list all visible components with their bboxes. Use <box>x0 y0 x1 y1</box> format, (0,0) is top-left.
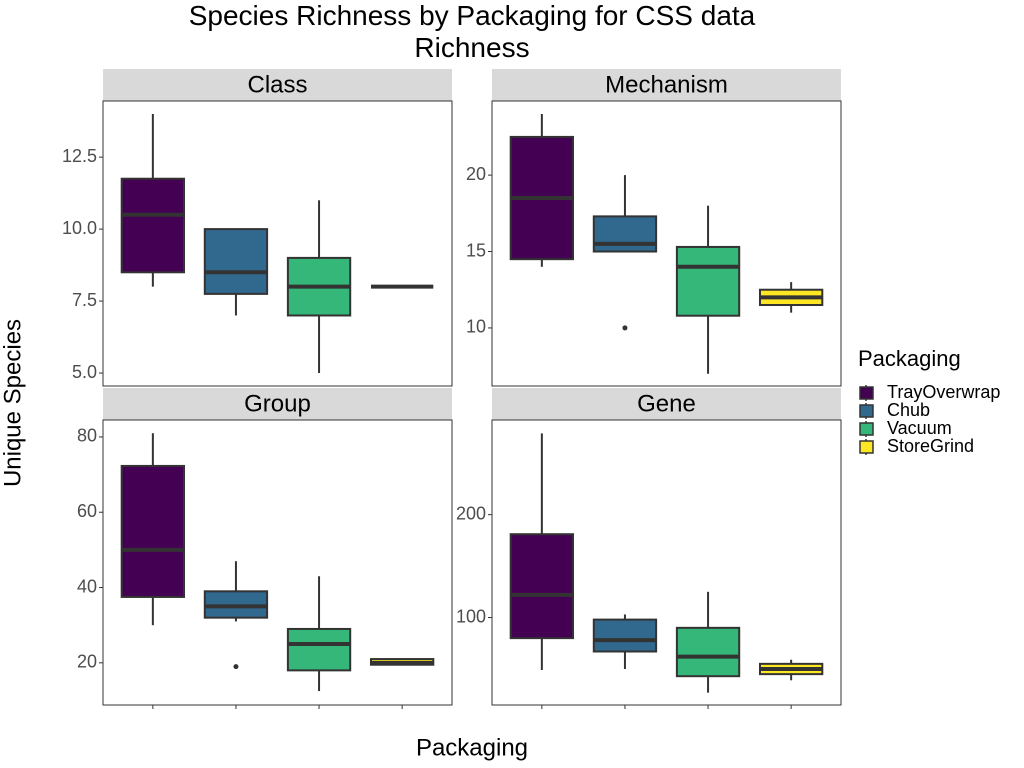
legend-title: Packaging <box>858 346 961 371</box>
legend-key <box>859 422 874 436</box>
outlier <box>622 325 628 331</box>
y-tick-label: 20 <box>77 652 97 672</box>
legend-key <box>859 440 874 454</box>
y-tick-label: 40 <box>77 576 97 596</box>
outlier <box>233 664 239 670</box>
box <box>120 464 186 598</box>
strip <box>492 69 841 101</box>
legend-label: StoreGrind <box>887 436 974 456</box>
y-tick-label: 10 <box>466 317 486 337</box>
y-axis-title: Unique Species <box>0 319 26 487</box>
strip-label: Group <box>244 390 311 417</box>
box <box>592 215 658 253</box>
strip <box>103 388 452 420</box>
box <box>592 618 658 653</box>
strip <box>103 69 452 101</box>
panel-border <box>102 419 453 706</box>
strip <box>492 388 841 420</box>
box <box>120 177 186 274</box>
box <box>675 245 741 317</box>
panel-border <box>102 100 453 387</box>
strip-label: Gene <box>637 390 696 417</box>
legend-key <box>859 404 874 418</box>
legend-key <box>859 386 874 400</box>
y-tick-label: 20 <box>466 164 486 184</box>
box <box>675 626 741 678</box>
chart-title: Species Richness by Packaging for CSS da… <box>188 0 756 63</box>
legend-label: TrayOverwrap <box>887 382 1000 402</box>
panel-border <box>491 419 842 706</box>
y-tick-label: 5.0 <box>72 362 97 382</box>
box <box>203 228 269 295</box>
y-tick-label: 10.0 <box>62 218 97 238</box>
y-tick-label: 7.5 <box>72 290 97 310</box>
strip-label: Mechanism <box>605 71 728 98</box>
y-tick-label: 100 <box>456 606 486 626</box>
legend-label: Chub <box>887 400 930 420</box>
y-tick-label: 15 <box>466 240 486 260</box>
strip-label: Class <box>247 71 307 98</box>
panel-border <box>491 100 842 387</box>
y-tick-label: 60 <box>77 501 97 521</box>
y-tick-label: 80 <box>77 426 97 446</box>
x-axis-title: Packaging <box>416 734 528 761</box>
y-tick-label: 12.5 <box>62 146 97 166</box>
box <box>286 627 352 672</box>
box <box>509 533 575 640</box>
y-tick-label: 200 <box>456 503 486 523</box>
legend-label: Vacuum <box>887 418 952 438</box>
